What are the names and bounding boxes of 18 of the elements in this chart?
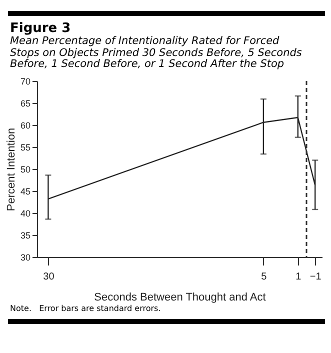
y-tick-label: 45 — [20, 186, 30, 196]
x-tick-label: 30 — [43, 271, 55, 282]
text: Note. Error bars are standard errors. — [10, 304, 162, 312]
chart-subtitle: Mean Percentage of Intentionality Rated for Forced Stops on Objects Primed 30 Seconds Before, 5 Seconds Before, 1 Second Before, or 1 Second After the Stop — [10, 35, 303, 70]
y-tick-label: 65 — [20, 98, 30, 108]
chart-title: Figure 3 — [10, 21, 72, 36]
x-axis-title: Seconds Between Thought and Act — [94, 291, 266, 303]
y-axis-title: Percent Intention — [5, 127, 18, 211]
x-tick-label: 5 — [261, 271, 268, 282]
y-tick-label: 30 — [20, 252, 30, 262]
x-tick-label: −1 — [310, 271, 322, 282]
y-tick-label: 55 — [20, 142, 30, 152]
y-tick-label: 60 — [20, 120, 30, 130]
y-tick-label: 40 — [20, 208, 30, 218]
y-tick-label: 35 — [20, 230, 30, 240]
y-tick-label: 50 — [20, 164, 30, 174]
x-tick-label: 1 — [296, 271, 302, 282]
y-tick-label: 70 — [20, 76, 30, 86]
